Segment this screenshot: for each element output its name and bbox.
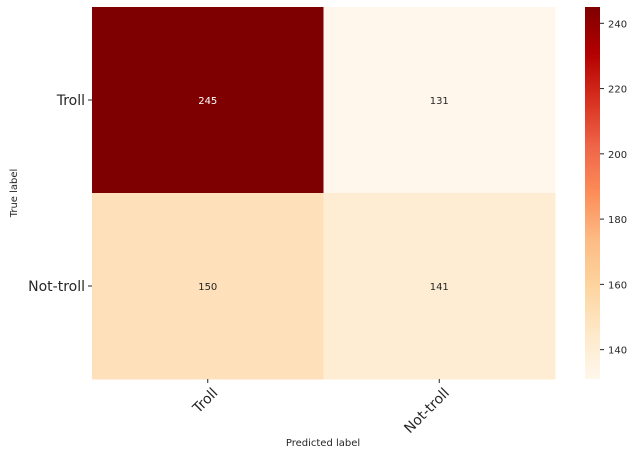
cell-value-label: 141	[430, 282, 449, 293]
y-axis-label: True label	[9, 169, 20, 219]
heatmap-cell	[92, 7, 324, 194]
y-axis-ticks: Troll Not-troll	[28, 93, 92, 295]
heatmap-cell-labels: 245 131 150 141	[198, 96, 449, 293]
cell-value-label: 150	[198, 282, 217, 293]
colorbar-tick-label: 160	[608, 280, 627, 291]
x-tick-label: Not-troll	[401, 385, 453, 437]
colorbar-tick-label: 240	[608, 19, 627, 30]
heatmap-cell	[323, 193, 556, 380]
cell-value-label: 131	[430, 96, 449, 107]
colorbar-tick-label: 180	[608, 215, 627, 226]
colorbar: 140 160 180 200 220 240	[585, 7, 627, 379]
heatmap-cell	[92, 193, 324, 380]
x-tick-label: Troll	[189, 385, 221, 417]
colorbar-tick-label: 220	[608, 85, 627, 96]
x-axis-ticks: Troll Not-troll	[189, 379, 453, 437]
heatmap-cell	[323, 7, 556, 194]
cell-value-label: 245	[198, 96, 217, 107]
colorbar-tick-label: 200	[608, 150, 627, 161]
y-tick-label: Not-troll	[28, 279, 85, 295]
colorbar-gradient	[585, 7, 600, 379]
y-tick-label: Troll	[56, 93, 85, 109]
x-axis-label: Predicted label	[286, 438, 360, 449]
heatmap-cells	[92, 7, 556, 380]
colorbar-tick-label: 140	[608, 346, 627, 357]
